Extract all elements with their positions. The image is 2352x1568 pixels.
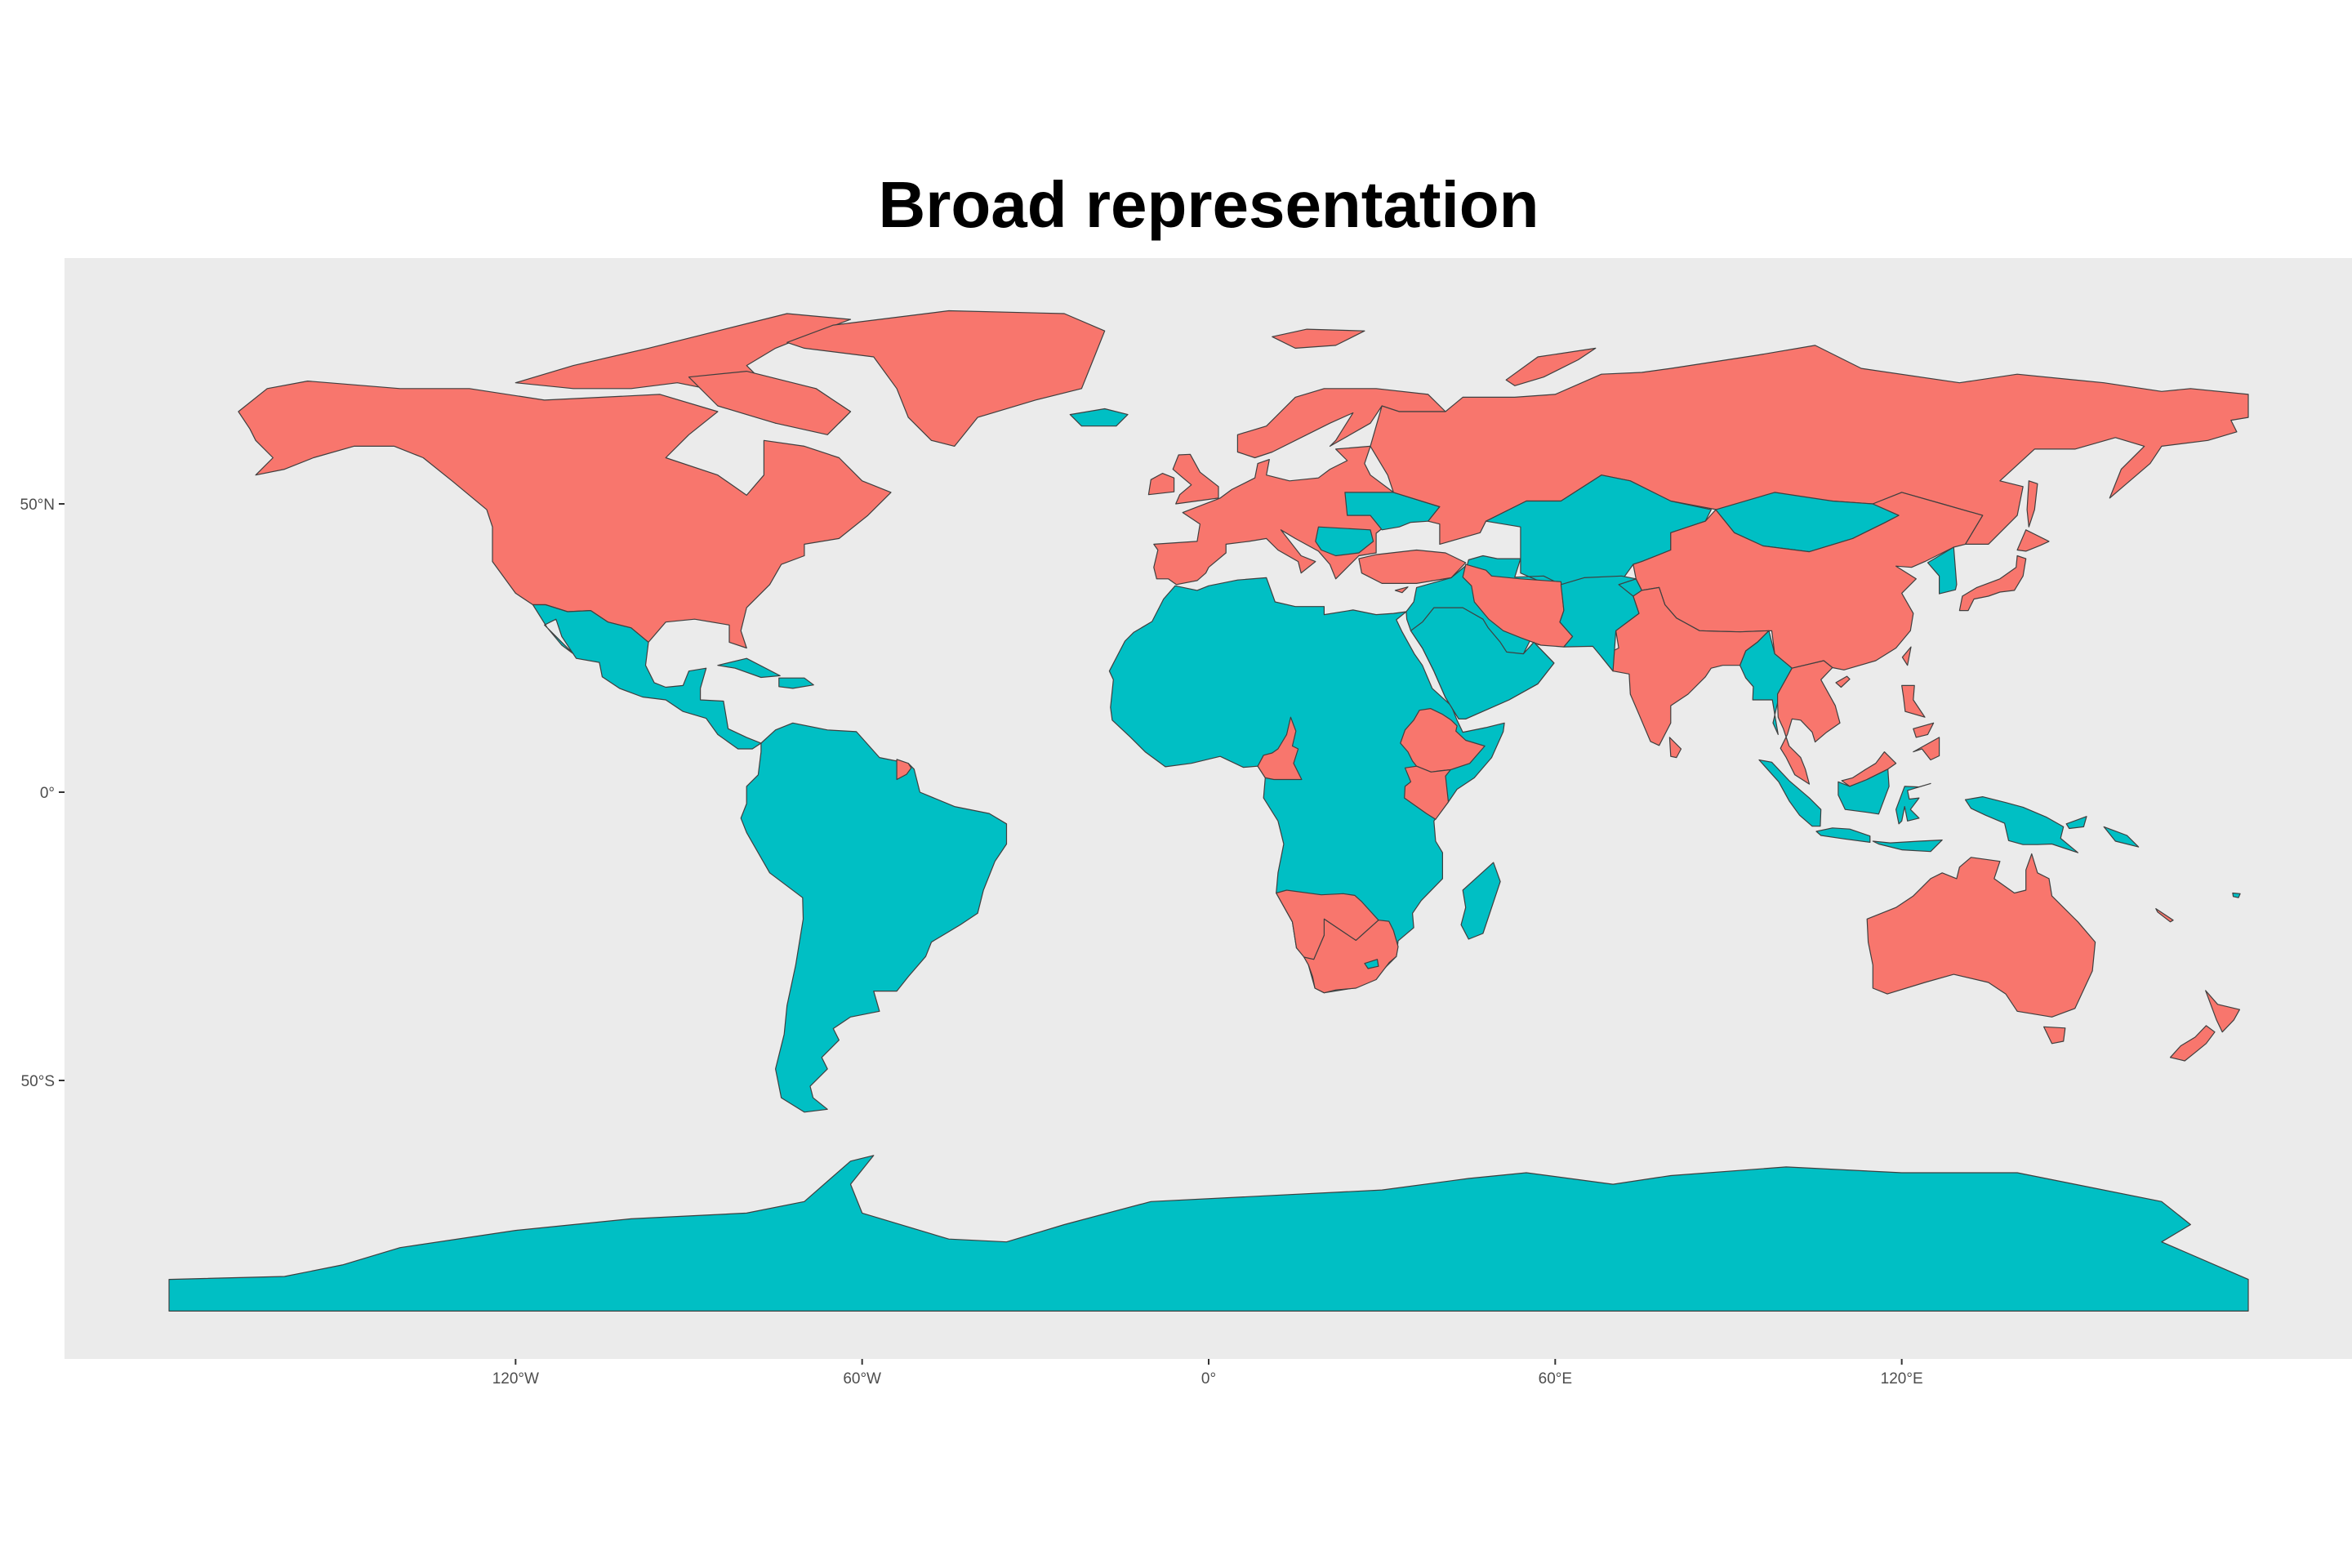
iceland-shape bbox=[1069, 408, 1129, 427]
arabian-peninsula-shape bbox=[1410, 607, 1555, 719]
great-britain-shape bbox=[1172, 453, 1219, 505]
indochina-shape bbox=[1777, 660, 1841, 785]
hokkaido-shape bbox=[2016, 529, 2050, 552]
y-tick-label: 50°N bbox=[20, 497, 55, 514]
x-tick-label: 0° bbox=[1201, 1370, 1216, 1388]
new-britain-shape bbox=[2065, 816, 2087, 830]
x-tick-label: 120°W bbox=[492, 1370, 539, 1388]
north-america-shape bbox=[238, 381, 892, 649]
map-title: Broad representation bbox=[878, 168, 1539, 241]
solomon-shape bbox=[2103, 826, 2140, 848]
new-caledonia-shape bbox=[2155, 907, 2174, 923]
ireland-shape bbox=[1147, 472, 1175, 496]
y-tick-label: 0° bbox=[40, 785, 55, 802]
luzon-shape bbox=[1901, 684, 1926, 718]
novaya-zemlya-shape bbox=[1505, 347, 1597, 386]
land-layer bbox=[168, 310, 2249, 1312]
sri-lanka-shape bbox=[1668, 737, 1682, 759]
x-tick-label: 120°E bbox=[1881, 1370, 1923, 1388]
lesser-sunda-shape bbox=[1872, 839, 1943, 853]
madagascar-shape bbox=[1460, 862, 1501, 940]
namibia-botswana-shape bbox=[1276, 889, 1379, 960]
korea-shape bbox=[1927, 546, 1958, 595]
y-axis: 50°N 0° 50°S bbox=[20, 497, 65, 1090]
cameroon-shape bbox=[1257, 716, 1303, 781]
baffin-island-shape bbox=[688, 371, 852, 435]
hispaniola-shape bbox=[778, 677, 814, 689]
new-guinea-shape bbox=[1964, 795, 2078, 853]
south-america-shape bbox=[740, 722, 1008, 1113]
cyprus-shape bbox=[1394, 586, 1409, 594]
turkey-shape bbox=[1358, 549, 1467, 585]
hainan-shape bbox=[1835, 675, 1851, 688]
x-tick-label: 60°E bbox=[1539, 1370, 1572, 1388]
borneo-south-shape bbox=[1838, 768, 1890, 815]
french-guiana-shape bbox=[896, 759, 912, 781]
australia-shape bbox=[1866, 853, 2096, 1018]
sulawesi-shape bbox=[1895, 782, 1931, 825]
new-zealand-south-shape bbox=[2169, 1025, 2216, 1062]
europe-shape bbox=[1153, 388, 1446, 586]
kenya-shape bbox=[1404, 765, 1451, 820]
sakhalin-shape bbox=[2026, 480, 2038, 528]
greenland-shape bbox=[786, 310, 1106, 448]
tasmania-shape bbox=[2043, 1026, 2066, 1045]
mindanao-shape bbox=[1913, 737, 1940, 761]
java-shape bbox=[1815, 827, 1871, 844]
antarctica-shape bbox=[168, 1155, 2249, 1312]
visayas-shape bbox=[1913, 722, 1935, 738]
sumatra-shape bbox=[1758, 759, 1822, 827]
balkans-shape bbox=[1315, 526, 1374, 557]
x-tick-label: 60°W bbox=[843, 1370, 881, 1388]
y-tick-label: 50°S bbox=[21, 1073, 55, 1090]
cuba-shape bbox=[717, 657, 781, 679]
fiji-shape bbox=[2232, 892, 2241, 898]
new-zealand-north-shape bbox=[2205, 990, 2240, 1033]
x-axis: 120°W 60°W 0° 60°E 120°E bbox=[492, 1359, 1923, 1388]
japan-shape bbox=[1958, 555, 2027, 612]
svalbard-shape bbox=[1272, 328, 1365, 349]
lesotho-shape bbox=[1364, 959, 1379, 969]
taiwan-shape bbox=[1901, 646, 1912, 666]
pakistan-afghanistan-shape bbox=[1559, 575, 1640, 672]
